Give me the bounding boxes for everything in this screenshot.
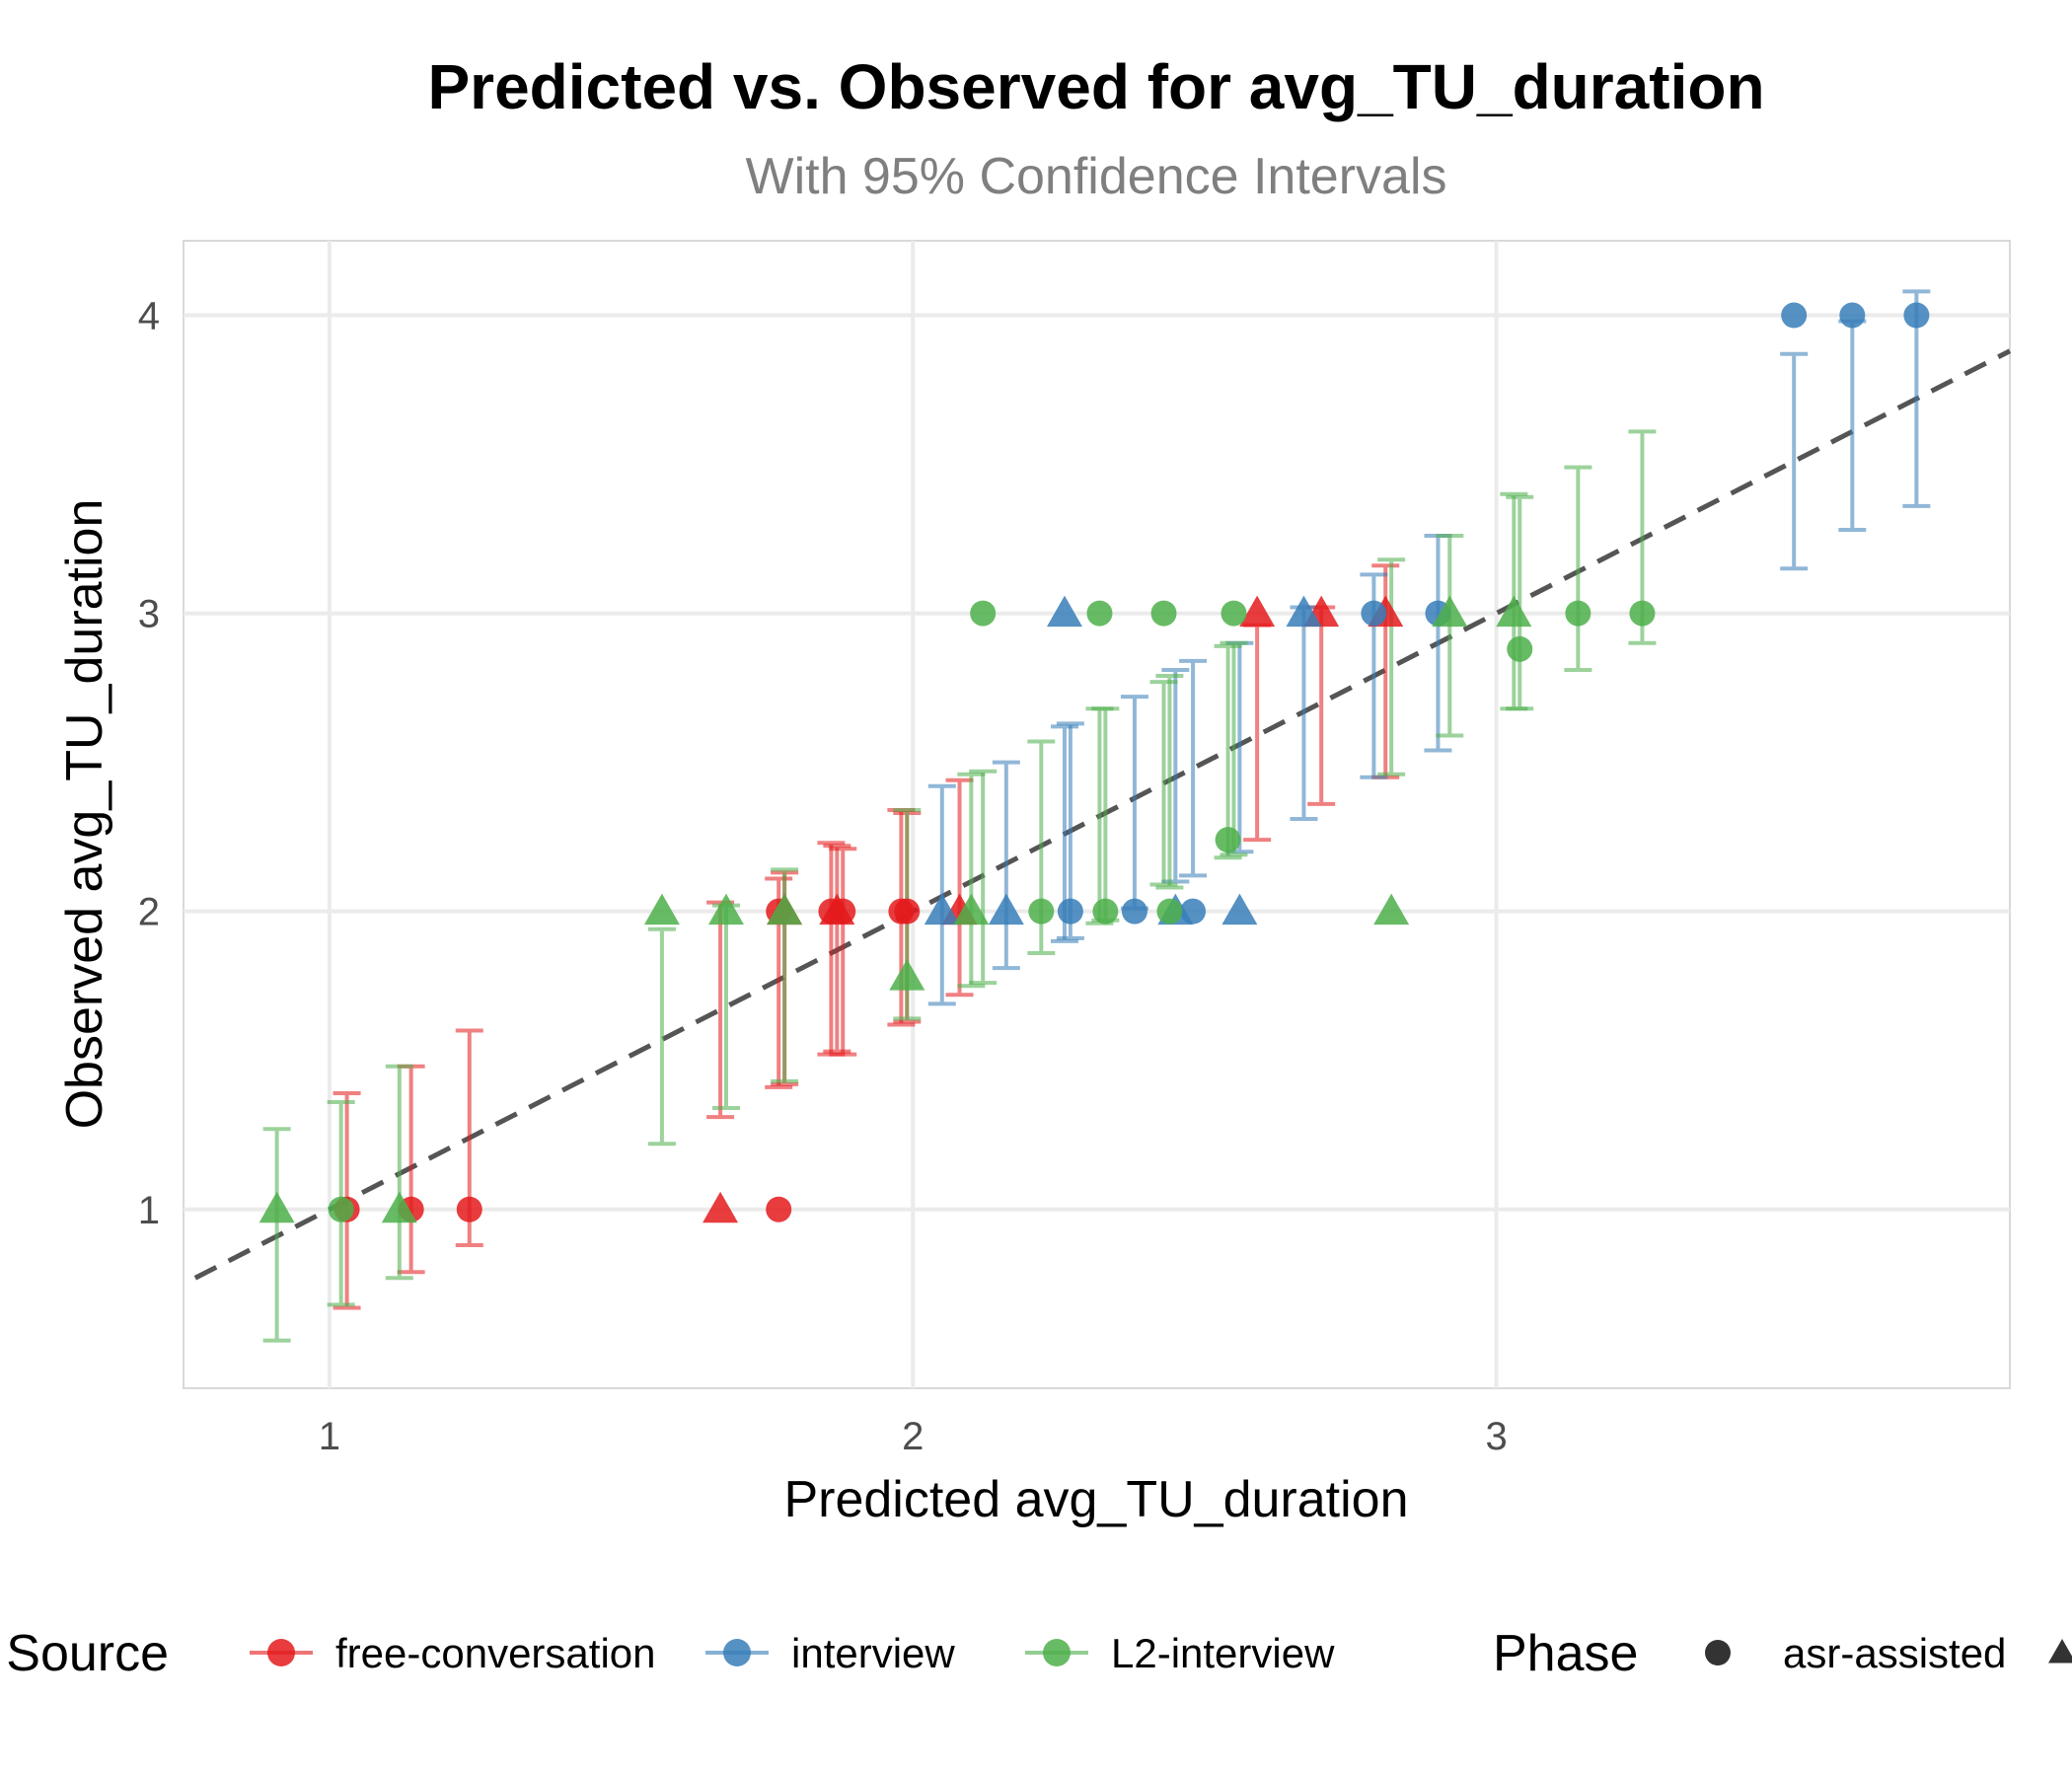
- data-point-circle: [766, 1196, 792, 1222]
- data-point-triangle: [988, 893, 1024, 925]
- data-point-triangle: [1286, 595, 1322, 628]
- legend-shape-label: asr-assisted: [1783, 1630, 2006, 1676]
- data-point-triangle: [767, 893, 803, 925]
- reference-line: [193, 348, 2012, 1281]
- data-point-circle: [1221, 600, 1247, 627]
- x-tick-label: 1: [319, 1415, 340, 1458]
- legend-key-point: [723, 1639, 751, 1666]
- error-bar: [1436, 534, 1464, 738]
- y-axis-label: Observed avg_TU_duration: [56, 499, 113, 1130]
- data-point-circle: [1092, 898, 1119, 925]
- y-tick-label: 2: [138, 891, 160, 934]
- data-point-circle: [1781, 302, 1808, 329]
- data-point-circle: [1565, 600, 1591, 627]
- data-point-triangle: [819, 893, 855, 925]
- data-point-circle: [1361, 600, 1387, 627]
- legend-entry-label: L2-interview: [1111, 1630, 1335, 1676]
- plot-panel: [183, 240, 2012, 1389]
- x-axis-ticks: 1 2 3: [319, 1415, 1508, 1458]
- data-point-circle: [894, 898, 921, 925]
- y-tick-label: 1: [138, 1189, 160, 1232]
- data-point-circle: [1839, 302, 1866, 329]
- error-bar: [262, 1127, 291, 1343]
- legend-entry: interview: [705, 1630, 955, 1676]
- data-point-circle: [1121, 898, 1147, 925]
- error-bar: [823, 844, 851, 1054]
- error-bar: [1780, 351, 1809, 571]
- data-point-triangle: [1046, 595, 1082, 628]
- data-point-triangle: [703, 1191, 739, 1223]
- legend-shape-key: [1705, 1640, 1731, 1665]
- data-point-circle: [1215, 827, 1241, 853]
- data-point-circle: [1057, 898, 1083, 925]
- error-bar: [1564, 465, 1592, 672]
- data-point-triangle: [259, 1191, 295, 1223]
- legend-shape-entry: [2048, 1639, 2072, 1664]
- error-bar: [957, 772, 986, 989]
- data-point-triangle: [889, 959, 925, 991]
- error-bar: [1220, 640, 1248, 857]
- data-point-triangle: [1239, 595, 1276, 628]
- data-point-triangle: [1432, 595, 1468, 628]
- legend-entry: L2-interview: [1025, 1630, 1335, 1676]
- error-bar: [1179, 658, 1208, 878]
- panel-border: [183, 240, 2011, 1389]
- data-point-circle: [328, 1196, 354, 1222]
- legend: Data Source free-conversation interview L2…: [0, 1625, 2072, 1682]
- data-point-circle: [1086, 600, 1113, 627]
- chart-subtitle: With 95% Confidence Intervals: [745, 148, 1446, 205]
- data-point-triangle: [924, 893, 960, 925]
- error-bar: [647, 926, 676, 1147]
- data-point-circle: [970, 600, 997, 627]
- legend-color-entries: free-conversation interview L2-interview: [250, 1630, 1335, 1676]
- chart-title: Predicted vs. Observed for avg_TU_durati…: [427, 51, 1764, 122]
- error-bar: [1155, 674, 1184, 890]
- data-point-triangle: [381, 1191, 417, 1223]
- data-point-triangle: [1373, 893, 1410, 925]
- error-bar: [829, 847, 857, 1057]
- error-bar: [969, 769, 998, 986]
- legend-key-point: [267, 1639, 295, 1666]
- x-axis-label: Predicted avg_TU_duration: [783, 1471, 1408, 1528]
- data-point-circle: [1903, 302, 1930, 329]
- data-point-triangle: [643, 893, 680, 925]
- data-point-triangle: [1221, 893, 1258, 925]
- legend-entry-label: free-conversation: [335, 1630, 656, 1676]
- legend-key-point: [1043, 1639, 1071, 1666]
- data-point-circle: [1028, 898, 1055, 925]
- data-point-triangle: [1496, 595, 1532, 628]
- error-bar: [992, 760, 1020, 971]
- data-point-triangle: [953, 893, 990, 925]
- data-point-circle: [1156, 898, 1183, 925]
- data-point-circle: [456, 1196, 482, 1222]
- data-point-circle: [1150, 600, 1177, 627]
- x-tick-label: 2: [902, 1415, 924, 1458]
- x-tick-label: 3: [1485, 1415, 1507, 1458]
- legend-entry-label: interview: [791, 1630, 955, 1676]
- y-tick-label: 3: [138, 593, 160, 636]
- data-point-circle: [1507, 635, 1533, 662]
- error-bar: [945, 777, 974, 998]
- data-point-circle: [1629, 600, 1656, 627]
- error-bar: [1149, 680, 1178, 887]
- legend-entry: free-conversation: [250, 1630, 656, 1676]
- error-bar: [385, 1064, 413, 1281]
- data-point-triangle: [707, 893, 744, 925]
- error-bar: [1214, 643, 1242, 860]
- error-bar: [1377, 557, 1406, 777]
- legend-shape-key: [2048, 1639, 2072, 1664]
- y-tick-label: 4: [138, 295, 160, 338]
- legend-color-title: Data Source: [0, 1625, 169, 1682]
- legend-shape-title: Phase: [1493, 1625, 1638, 1682]
- error-bar: [1161, 667, 1190, 884]
- y-axis-ticks: 1 2 3 4: [138, 295, 160, 1232]
- legend-shape-entries: asr-assisted: [1705, 1630, 2072, 1676]
- legend-shape-entry: asr-assisted: [1705, 1630, 2006, 1676]
- data-points: [259, 302, 1930, 1223]
